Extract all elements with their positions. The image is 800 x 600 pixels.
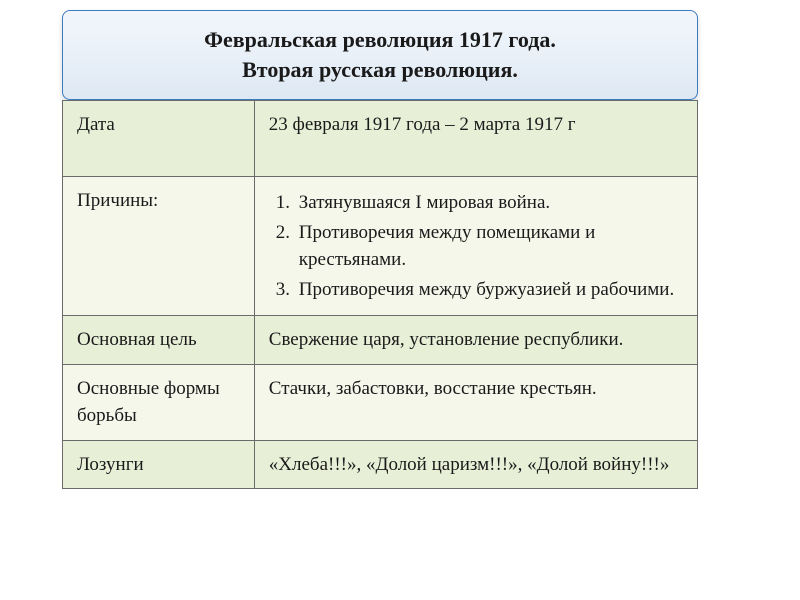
row-slogans-label: Лозунги	[63, 440, 255, 489]
cause-item: Противоречия между буржуазией и рабочими…	[295, 276, 683, 304]
slide: Февральская революция 1917 года. Вторая …	[0, 0, 800, 600]
title-line-1: Февральская революция 1917 года.	[204, 25, 556, 55]
content-table: Дата 23 февраля 1917 года – 2 марта 1917…	[62, 100, 698, 489]
table-row: Причины: Затянувшаяся I мировая война. П…	[63, 177, 698, 316]
cause-item: Затянувшаяся I мировая война.	[295, 189, 683, 217]
row-goal-value: Свержение царя, установление республики.	[254, 316, 697, 365]
cause-item: Противоречия между помещиками и крестьян…	[295, 219, 683, 274]
row-forms-value: Стачки, забастовки, восстание крестьян.	[254, 364, 697, 440]
row-date-label: Дата	[63, 101, 255, 177]
table-row: Лозунги «Хлеба!!!», «Долой царизм!!!», «…	[63, 440, 698, 489]
table-row: Основная цель Свержение царя, установлен…	[63, 316, 698, 365]
row-slogans-value: «Хлеба!!!», «Долой царизм!!!», «Долой во…	[254, 440, 697, 489]
table-row: Дата 23 февраля 1917 года – 2 марта 1917…	[63, 101, 698, 177]
row-goal-label: Основная цель	[63, 316, 255, 365]
title-line-2: Вторая русская революция.	[242, 55, 518, 85]
title-box: Февральская революция 1917 года. Вторая …	[62, 10, 698, 100]
row-causes-value: Затянувшаяся I мировая война. Противореч…	[254, 177, 697, 316]
row-causes-label: Причины:	[63, 177, 255, 316]
table-row: Основные формы борьбы Стачки, забастовки…	[63, 364, 698, 440]
row-forms-label: Основные формы борьбы	[63, 364, 255, 440]
causes-list: Затянувшаяся I мировая война. Противореч…	[269, 189, 683, 303]
row-date-value: 23 февраля 1917 года – 2 марта 1917 г	[254, 101, 697, 177]
